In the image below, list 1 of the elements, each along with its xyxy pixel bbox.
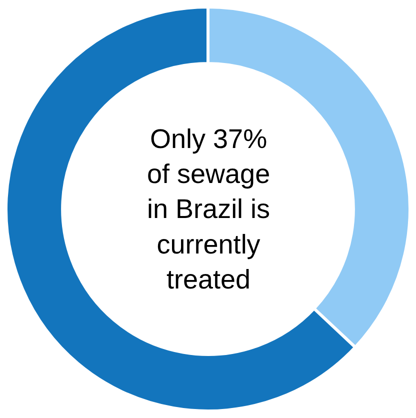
- text: Only 37% of sewage in Brazil is currently treated: [147, 124, 270, 294]
